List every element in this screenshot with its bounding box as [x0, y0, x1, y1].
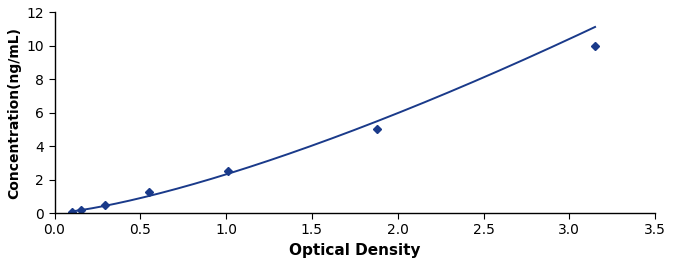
Y-axis label: Concentration(ng/mL): Concentration(ng/mL): [7, 27, 21, 199]
X-axis label: Optical Density: Optical Density: [289, 243, 421, 258]
